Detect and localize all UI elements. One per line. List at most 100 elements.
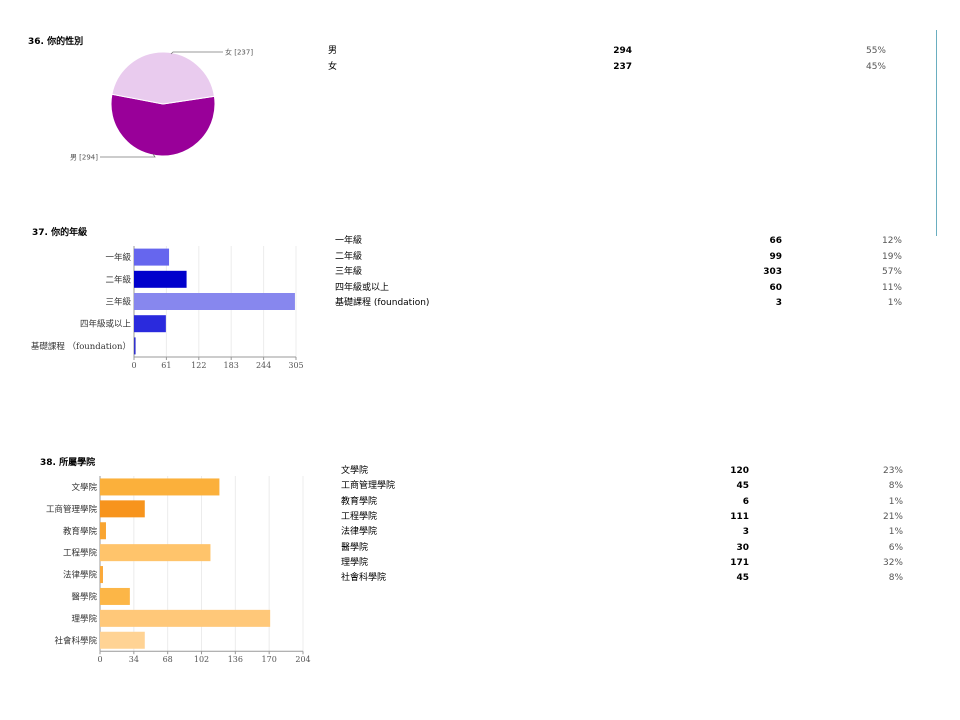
stats-count: 6 — [742, 496, 749, 507]
stats-label: 文學院 — [341, 466, 369, 476]
stats-row: 男 294 55% — [328, 44, 888, 58]
stats-row: 教育學院 6 1% — [341, 495, 911, 509]
stats-percent: 23% — [882, 466, 903, 476]
stats-count: 30 — [736, 542, 749, 553]
x-tick-label: 61 — [161, 361, 171, 370]
q36-pie-chart: 男 [294] 女 [237] — [70, 48, 253, 162]
stats-label: 二年級 — [335, 251, 363, 262]
q36-title: 36. 你的性別 — [28, 37, 84, 47]
stats-count: 120 — [730, 466, 749, 476]
stats-percent: 57% — [881, 267, 902, 277]
stats-row: 文學院 120 23% — [341, 464, 911, 478]
bar — [134, 248, 170, 266]
bar — [100, 522, 106, 540]
stats-count: 99 — [769, 251, 782, 262]
stats-label: 教育學院 — [341, 496, 378, 507]
stats-percent: 55% — [865, 46, 886, 56]
stats-percent: 19% — [881, 251, 902, 262]
y-category-label: 法律學院 — [63, 570, 98, 581]
stats-percent: 1% — [887, 298, 902, 308]
stats-label: 四年級或以上 — [335, 282, 390, 293]
x-tick-label: 122 — [191, 361, 206, 370]
x-tick-label: 0 — [131, 361, 136, 370]
stats-row: 女 237 45% — [328, 60, 888, 74]
stats-label: 理學院 — [341, 557, 369, 568]
y-category-label: 工商管理學院 — [46, 504, 98, 515]
stats-count: 294 — [613, 46, 632, 56]
x-tick-label: 68 — [163, 655, 173, 664]
q38-title: 38. 所屬學院 — [40, 458, 96, 468]
bar — [100, 587, 130, 605]
stats-count: 303 — [763, 267, 782, 277]
stats-label: 工商管理學院 — [341, 481, 396, 492]
stats-label: 女 — [328, 62, 338, 72]
stats-count: 3 — [742, 527, 749, 538]
bar — [134, 337, 136, 355]
y-category-label: 基礎課程 （foundation） — [31, 341, 131, 352]
bar — [100, 631, 145, 649]
stats-count: 45 — [736, 573, 749, 584]
stats-percent: 21% — [882, 511, 903, 522]
bar — [100, 544, 211, 562]
right-edge-rule — [936, 30, 937, 236]
stats-percent: 45% — [865, 62, 886, 72]
stats-row: 理學院 171 32% — [341, 556, 911, 570]
x-tick-label: 305 — [288, 361, 303, 370]
y-category-label: 教育學院 — [63, 526, 98, 537]
y-category-label: 二年級 — [105, 274, 131, 285]
stats-percent: 32% — [882, 557, 903, 568]
pie-leader-line — [170, 51, 223, 55]
x-tick-label: 102 — [194, 655, 209, 664]
pie-slice-male — [110, 93, 216, 157]
x-tick-label: 244 — [256, 361, 271, 370]
bar — [134, 293, 295, 310]
y-category-label: 四年級或以上 — [80, 319, 132, 330]
bar — [134, 270, 187, 288]
stats-label: 法律學院 — [341, 527, 378, 538]
bar — [100, 609, 271, 627]
stats-percent: 11% — [881, 282, 902, 293]
stats-row: 一年級 66 12% — [335, 234, 905, 248]
stats-row: 工程學院 111 21% — [341, 510, 911, 524]
stats-label: 社會科學院 — [341, 573, 387, 584]
x-tick-label: 136 — [228, 655, 243, 664]
stats-row: 二年級 99 19% — [335, 250, 905, 264]
stats-count: 171 — [730, 557, 749, 568]
stats-row: 法律學院 3 1% — [341, 525, 911, 539]
stats-count: 60 — [769, 282, 782, 293]
x-tick-label: 0 — [97, 655, 102, 664]
x-tick-label: 170 — [262, 655, 277, 664]
stats-count: 111 — [730, 511, 749, 522]
stats-percent: 1% — [888, 527, 903, 538]
y-category-label: 社會科學院 — [54, 635, 97, 646]
pie-slice-female — [111, 51, 215, 105]
stats-percent: 8% — [888, 481, 903, 492]
y-category-label: 工程學院 — [63, 548, 98, 559]
stats-count: 45 — [736, 481, 749, 492]
stats-percent: 1% — [888, 496, 903, 507]
pie-slice-label: 男 [294] — [70, 154, 98, 162]
y-category-label: 三年級 — [105, 297, 131, 308]
stats-label: 工程學院 — [341, 511, 378, 522]
y-category-label: 理學院 — [71, 613, 97, 624]
stats-percent: 12% — [881, 236, 902, 246]
stats-row: 醫學院 30 6% — [341, 541, 911, 555]
stats-count: 237 — [613, 62, 632, 72]
x-tick-label: 204 — [295, 655, 310, 664]
bar — [100, 478, 220, 496]
stats-percent: 6% — [888, 542, 903, 553]
bar — [100, 500, 145, 518]
y-category-label: 醫學院 — [71, 591, 97, 602]
bar — [134, 315, 166, 333]
y-category-label: 一年級 — [105, 252, 131, 263]
stats-label: 三年級 — [335, 267, 363, 277]
stats-label: 一年級 — [335, 236, 363, 246]
stats-row: 工商管理學院 45 8% — [341, 479, 911, 493]
stats-row: 四年級或以上 60 11% — [335, 281, 905, 295]
stats-count: 66 — [769, 236, 782, 246]
x-tick-label: 183 — [224, 361, 239, 370]
stats-label: 男 — [328, 46, 338, 56]
stats-label: 基礎課程 (foundation) — [335, 298, 430, 308]
stats-row: 社會科學院 45 8% — [341, 571, 911, 585]
